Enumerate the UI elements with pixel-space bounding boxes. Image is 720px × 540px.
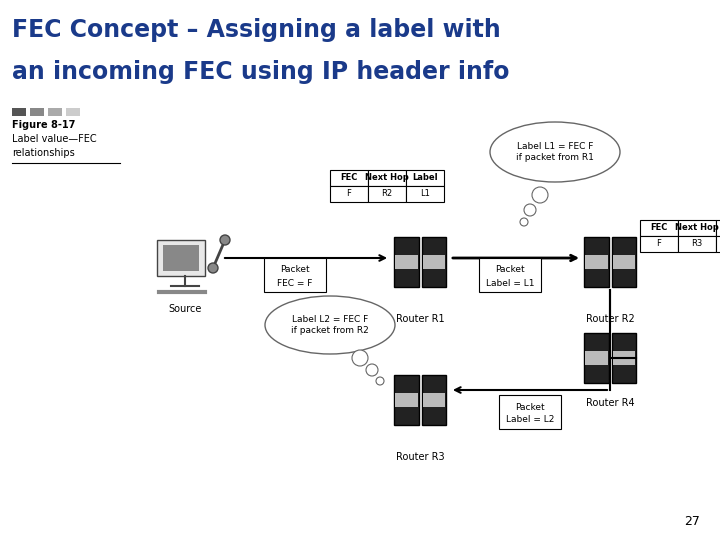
Circle shape xyxy=(532,187,548,203)
Text: F: F xyxy=(346,190,351,199)
Text: Figure 8-17: Figure 8-17 xyxy=(12,120,76,130)
FancyBboxPatch shape xyxy=(584,237,608,287)
Text: L1: L1 xyxy=(420,190,430,199)
Text: Next Hop: Next Hop xyxy=(365,173,409,183)
Circle shape xyxy=(376,377,384,385)
Text: Label value—FEC: Label value—FEC xyxy=(12,134,96,144)
FancyBboxPatch shape xyxy=(30,108,44,116)
FancyBboxPatch shape xyxy=(611,237,636,287)
FancyBboxPatch shape xyxy=(479,258,541,292)
FancyBboxPatch shape xyxy=(584,333,608,383)
Text: FEC: FEC xyxy=(650,224,667,233)
FancyBboxPatch shape xyxy=(406,170,444,186)
Text: 27: 27 xyxy=(684,515,700,528)
Text: Next Hop: Next Hop xyxy=(675,224,719,233)
FancyBboxPatch shape xyxy=(330,186,368,202)
FancyBboxPatch shape xyxy=(406,186,444,202)
FancyBboxPatch shape xyxy=(157,240,205,276)
Text: R3: R3 xyxy=(691,240,703,248)
FancyBboxPatch shape xyxy=(499,395,561,429)
Text: Label L2 = FEC F
if packet from R2: Label L2 = FEC F if packet from R2 xyxy=(291,315,369,335)
FancyBboxPatch shape xyxy=(48,108,62,116)
FancyBboxPatch shape xyxy=(640,220,678,236)
FancyBboxPatch shape xyxy=(395,255,418,269)
Text: Router R2: Router R2 xyxy=(585,314,634,324)
Text: Router R3: Router R3 xyxy=(396,452,444,462)
FancyBboxPatch shape xyxy=(585,255,608,269)
Text: FEC = F: FEC = F xyxy=(277,279,312,287)
Circle shape xyxy=(220,235,230,245)
Text: Packet: Packet xyxy=(516,402,545,411)
FancyBboxPatch shape xyxy=(394,237,418,287)
FancyBboxPatch shape xyxy=(12,108,26,116)
FancyBboxPatch shape xyxy=(423,255,445,269)
FancyBboxPatch shape xyxy=(613,351,635,365)
Circle shape xyxy=(208,263,218,273)
Ellipse shape xyxy=(490,122,620,182)
FancyBboxPatch shape xyxy=(678,220,716,236)
FancyBboxPatch shape xyxy=(395,393,418,407)
Text: FEC Concept – Assigning a label with: FEC Concept – Assigning a label with xyxy=(12,18,500,42)
Text: F: F xyxy=(657,240,662,248)
Text: relationships: relationships xyxy=(12,148,75,158)
FancyBboxPatch shape xyxy=(264,258,326,292)
Circle shape xyxy=(352,350,368,366)
FancyBboxPatch shape xyxy=(423,393,445,407)
FancyBboxPatch shape xyxy=(716,236,720,252)
FancyBboxPatch shape xyxy=(330,170,368,186)
FancyBboxPatch shape xyxy=(368,186,406,202)
FancyBboxPatch shape xyxy=(368,170,406,186)
FancyBboxPatch shape xyxy=(640,236,678,252)
Text: Label: Label xyxy=(412,173,438,183)
Text: Label = L1: Label = L1 xyxy=(486,279,534,287)
Text: Router R4: Router R4 xyxy=(585,398,634,408)
FancyBboxPatch shape xyxy=(66,108,80,116)
Text: FEC: FEC xyxy=(341,173,358,183)
Text: Source: Source xyxy=(168,304,202,314)
Ellipse shape xyxy=(265,296,395,354)
Text: Label = L2: Label = L2 xyxy=(506,415,554,424)
Text: Packet: Packet xyxy=(495,266,525,274)
FancyBboxPatch shape xyxy=(394,375,418,425)
Text: Router R1: Router R1 xyxy=(396,314,444,324)
Text: Label L1 = FEC F
if packet from R1: Label L1 = FEC F if packet from R1 xyxy=(516,141,594,163)
FancyBboxPatch shape xyxy=(421,375,446,425)
Circle shape xyxy=(366,364,378,376)
Text: R2: R2 xyxy=(382,190,392,199)
Text: an incoming FEC using IP header info: an incoming FEC using IP header info xyxy=(12,60,510,84)
FancyBboxPatch shape xyxy=(678,236,716,252)
FancyBboxPatch shape xyxy=(163,245,199,271)
FancyBboxPatch shape xyxy=(611,333,636,383)
Text: Packet: Packet xyxy=(280,266,310,274)
Circle shape xyxy=(524,204,536,216)
Circle shape xyxy=(520,218,528,226)
FancyBboxPatch shape xyxy=(585,351,608,365)
FancyBboxPatch shape xyxy=(613,255,635,269)
FancyBboxPatch shape xyxy=(421,237,446,287)
FancyBboxPatch shape xyxy=(716,220,720,236)
